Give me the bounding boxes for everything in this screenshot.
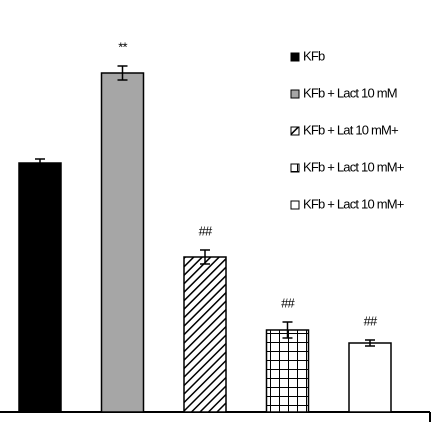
legend-swatch: [290, 52, 300, 62]
significance-label: **: [118, 39, 127, 54]
bar: [183, 256, 227, 413]
bar: [348, 342, 392, 413]
legend-label: KFb + Lact 10 mM+: [303, 159, 404, 174]
bar: [18, 162, 62, 413]
legend-swatch: [290, 89, 300, 99]
error-bar: [200, 249, 210, 265]
significance-label: ##: [199, 223, 213, 238]
error-bar: [365, 339, 375, 347]
significance-label: ##: [281, 295, 295, 310]
bar: [265, 329, 310, 413]
bar: [100, 72, 145, 413]
error-bar: [35, 158, 45, 168]
significance-label: ##: [364, 313, 378, 328]
error-bar: [282, 321, 293, 339]
legend-label: KFb + Lact 10 mM+: [303, 196, 404, 211]
legend-label: KFb + Lact 10 mM: [303, 85, 397, 100]
legend-swatch: [290, 126, 300, 136]
legend-label: KFb: [303, 48, 325, 63]
legend-label: KFb + Lat 10 mM+: [303, 122, 398, 137]
legend-swatch: [290, 163, 300, 173]
legend-swatch: [290, 200, 300, 210]
error-bar: [117, 65, 128, 81]
